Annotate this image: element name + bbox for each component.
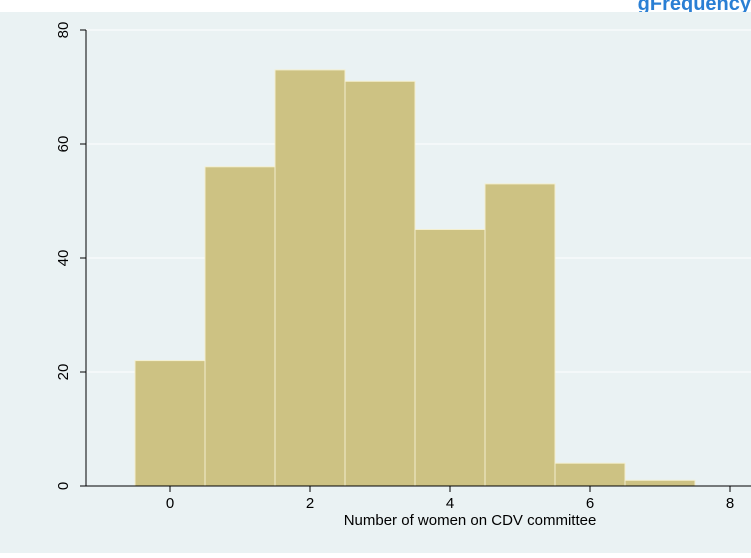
y-tick-label-60: 60 xyxy=(55,136,72,153)
tick-labels: 0 20 40 60 80 0 2 4 6 8 xyxy=(55,22,734,512)
y-tick-label-80: 80 xyxy=(55,22,72,39)
y-tick-label-20: 20 xyxy=(55,364,72,381)
x-tick-label-2: 2 xyxy=(306,495,314,512)
chart-title-fragment: gFrequency xyxy=(637,0,751,12)
y-tick-label-40: 40 xyxy=(55,250,72,267)
bar-2 xyxy=(274,69,346,487)
bars-group xyxy=(134,69,696,487)
bar-5 xyxy=(484,183,556,487)
x-axis-label: Number of women on CDV committee xyxy=(344,512,597,529)
bar-7 xyxy=(624,479,696,487)
x-tick-label-8: 8 xyxy=(726,495,734,512)
tick-marks xyxy=(80,29,731,492)
bar-0 xyxy=(134,360,206,487)
bar-3 xyxy=(344,80,416,487)
y-tick-label-0: 0 xyxy=(55,482,72,490)
bar-1 xyxy=(204,166,276,487)
x-tick-label-4: 4 xyxy=(446,495,454,512)
bar-6 xyxy=(554,462,626,487)
bar-4 xyxy=(414,229,486,487)
x-tick-label-0: 0 xyxy=(166,495,174,512)
x-tick-label-6: 6 xyxy=(586,495,594,512)
